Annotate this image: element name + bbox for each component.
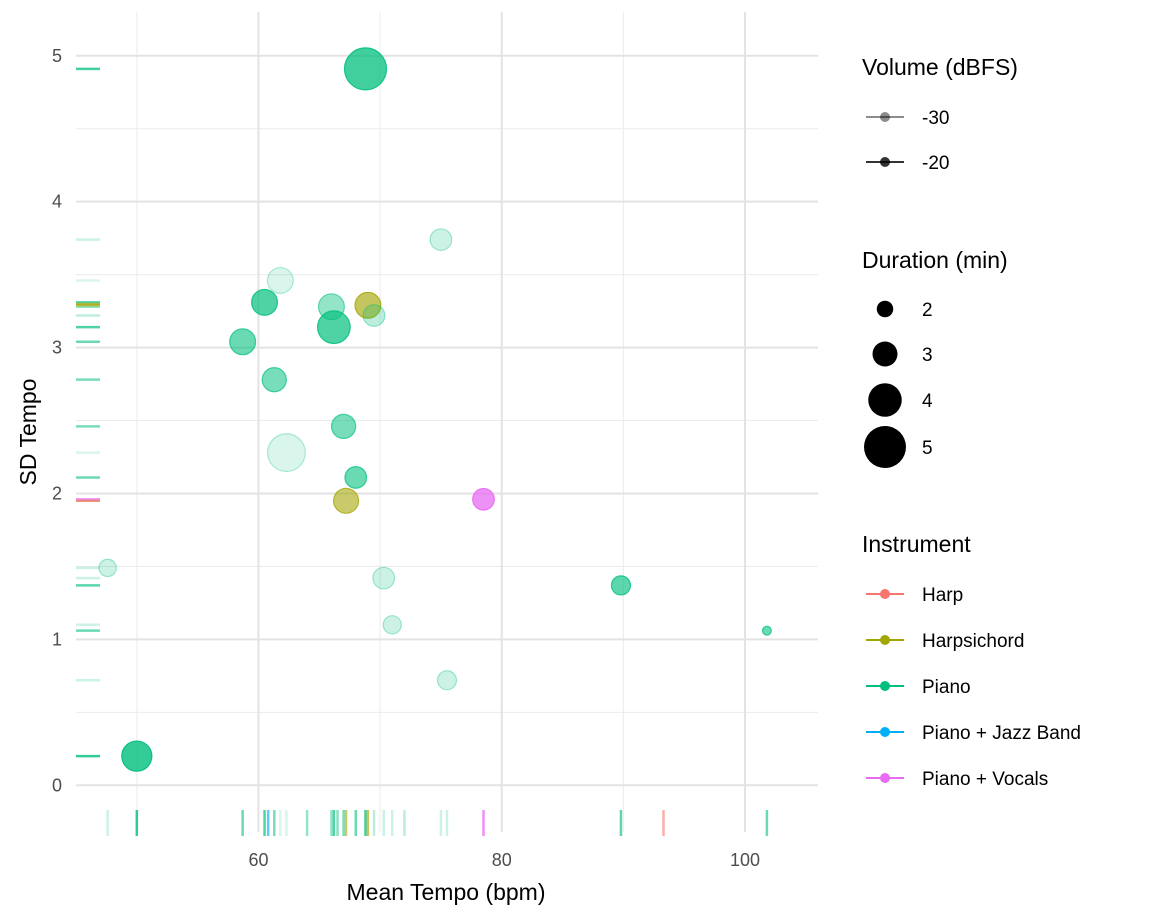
data-point bbox=[472, 487, 495, 511]
x-tick-label: 80 bbox=[492, 850, 512, 870]
y-tick-label: 3 bbox=[52, 338, 62, 358]
x-tick-label: 60 bbox=[248, 850, 268, 870]
y-tick-label: 4 bbox=[52, 192, 62, 212]
grid-major bbox=[76, 12, 818, 832]
x-tick-label: 100 bbox=[730, 850, 760, 870]
data-point bbox=[436, 670, 458, 691]
legend: Volume (dBFS) -30 -20 Duration (min) 2 3 4 5… bbox=[862, 54, 1081, 790]
legend-instrument-dot bbox=[880, 727, 890, 737]
legend-title-duration: Duration (min) bbox=[862, 247, 1008, 273]
legend-duration-label: 4 bbox=[922, 391, 933, 412]
legend-duration-label: 5 bbox=[922, 438, 933, 459]
legend-title-volume: Volume (dBFS) bbox=[862, 54, 1018, 80]
legend-duration-entries: 2 3 4 5 bbox=[864, 300, 933, 468]
legend-instrument-entries: Harp Harpsichord Piano Piano + Jazz Band Pia… bbox=[866, 585, 1081, 790]
y-axis-title: SD Tempo bbox=[15, 379, 41, 486]
legend-instrument-dot bbox=[880, 773, 890, 783]
data-point bbox=[344, 466, 368, 489]
legend-instrument-label: Piano bbox=[922, 677, 971, 698]
data-point bbox=[343, 47, 388, 91]
legend-duration-label: 3 bbox=[922, 345, 933, 366]
data-point bbox=[372, 566, 396, 590]
legend-volume-label: -30 bbox=[922, 108, 949, 129]
legend-volume-entries: -30 -20 bbox=[866, 108, 949, 174]
legend-instrument-label: Piano + Jazz Band bbox=[922, 723, 1081, 744]
rug-marks bbox=[76, 67, 769, 836]
data-point bbox=[98, 558, 117, 578]
legend-instrument-label: Harp bbox=[922, 585, 963, 606]
legend-duration-label: 2 bbox=[922, 300, 933, 321]
data-point bbox=[382, 615, 402, 635]
legend-duration-dot bbox=[876, 300, 894, 318]
legend-title-instrument: Instrument bbox=[862, 531, 971, 557]
data-point bbox=[330, 413, 357, 440]
axis-ticks: 60 80 100 0 1 2 3 4 5 bbox=[52, 46, 760, 870]
data-point bbox=[354, 291, 382, 319]
legend-instrument-label: Harpsichord bbox=[922, 631, 1024, 652]
legend-instrument-dot bbox=[880, 635, 890, 645]
data-point bbox=[429, 228, 453, 252]
data-point bbox=[251, 288, 279, 316]
data-point bbox=[362, 304, 386, 327]
data-point bbox=[266, 266, 294, 294]
data-points bbox=[98, 47, 772, 772]
data-point bbox=[229, 328, 257, 356]
data-point bbox=[610, 575, 632, 596]
legend-instrument-label: Piano + Vocals bbox=[922, 769, 1048, 790]
y-tick-label: 2 bbox=[52, 483, 62, 503]
data-point bbox=[121, 740, 153, 772]
y-tick-label: 0 bbox=[52, 775, 62, 795]
y-tick-label: 5 bbox=[52, 46, 62, 66]
legend-volume-dot bbox=[880, 157, 890, 167]
x-axis-title: Mean Tempo (bpm) bbox=[347, 879, 546, 905]
data-point bbox=[261, 367, 287, 393]
legend-instrument-dot bbox=[880, 681, 890, 691]
legend-duration-dot bbox=[864, 426, 906, 468]
data-point bbox=[332, 487, 360, 514]
legend-volume-dot bbox=[880, 112, 890, 122]
data-point bbox=[266, 433, 306, 473]
legend-volume-label: -20 bbox=[922, 153, 949, 174]
data-point bbox=[761, 625, 772, 636]
data-point bbox=[316, 310, 351, 345]
legend-duration-dot bbox=[868, 383, 902, 417]
y-tick-label: 1 bbox=[52, 629, 62, 649]
legend-duration-dot bbox=[872, 341, 898, 367]
legend-instrument-dot bbox=[880, 589, 890, 599]
grid-minor bbox=[76, 12, 818, 832]
